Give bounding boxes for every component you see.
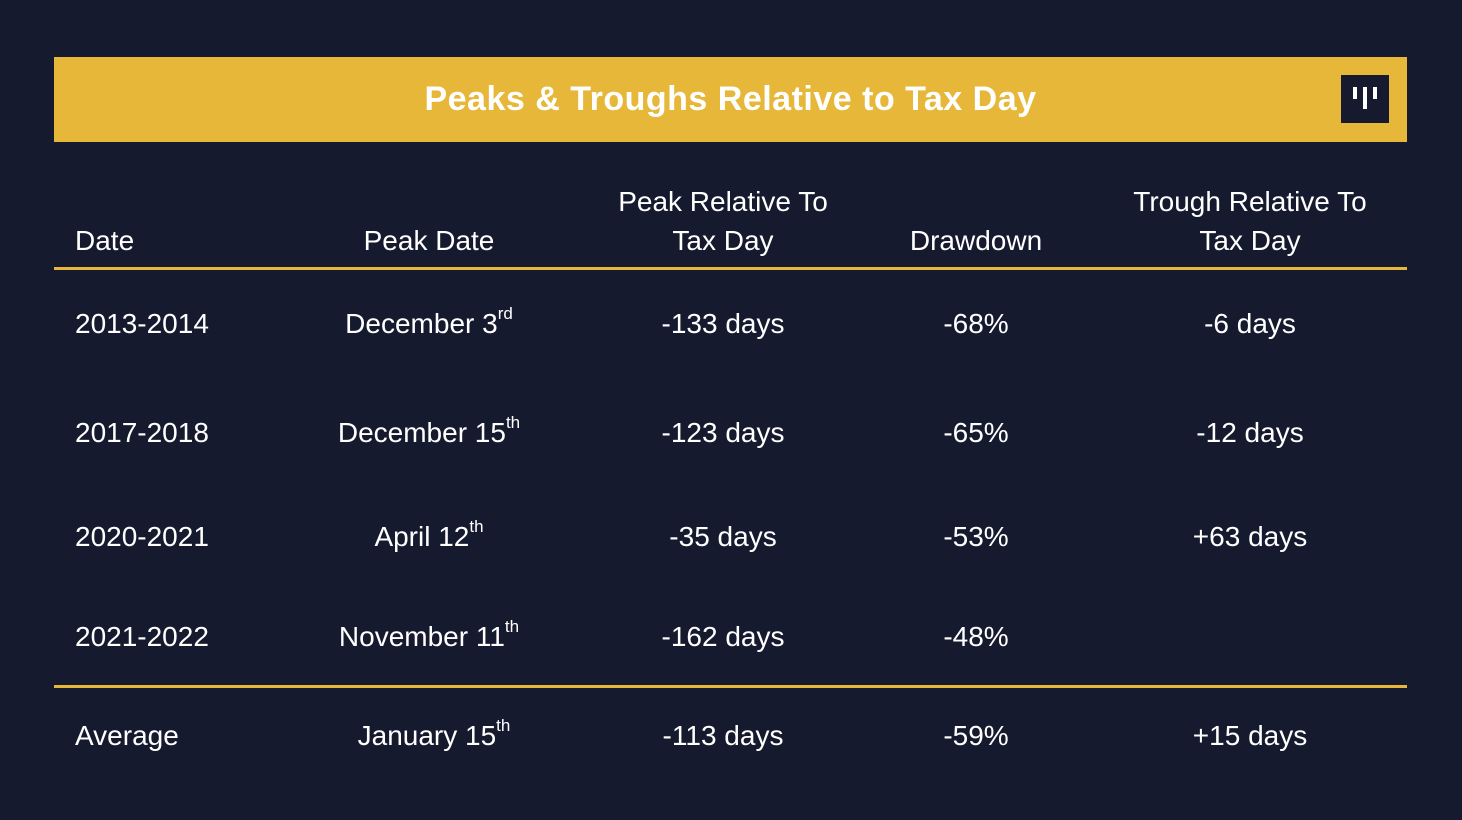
peak-date-suffix: th xyxy=(469,517,484,536)
pantera-bars-icon xyxy=(1341,75,1389,123)
average-peak-date: January 15th xyxy=(357,716,511,752)
row-trough-relative: -12 days xyxy=(1196,417,1304,448)
header-trough-relative: Trough Relative To Tax Day xyxy=(1133,182,1366,260)
peak-date-suffix: th xyxy=(496,716,511,735)
peak-date-text: December 15 xyxy=(337,417,506,448)
row-peak-date: April 12th xyxy=(374,517,483,553)
peak-date-text: December 3 xyxy=(345,308,498,339)
peak-date-text: April 12 xyxy=(374,521,470,552)
row-date: 2021-2022 xyxy=(75,621,209,652)
header-trough-relative-line1: Trough Relative To xyxy=(1133,186,1367,217)
peak-date-text: November 11 xyxy=(338,621,505,652)
header-date: Date xyxy=(75,225,135,256)
average-label: Average xyxy=(75,720,179,751)
row-trough-relative: +63 days xyxy=(1192,521,1308,552)
title-banner: Peaks & Troughs Relative to Tax Day xyxy=(54,57,1407,142)
average-trough-relative: +15 days xyxy=(1192,720,1308,751)
header-peak-relative-line2: Tax Day xyxy=(672,225,774,256)
row-peak-date: December 3rd xyxy=(345,304,513,340)
header-drawdown: Drawdown xyxy=(909,225,1043,256)
peak-date-suffix: th xyxy=(504,617,520,636)
row-drawdown: -65% xyxy=(943,417,1009,448)
row-date: 2020-2021 xyxy=(75,521,209,552)
average-peak-relative: -113 days xyxy=(662,720,784,751)
header-peak-date: Peak Date xyxy=(363,225,495,256)
row-peak-relative: -162 days xyxy=(661,621,785,652)
row-drawdown: -68% xyxy=(943,308,1009,339)
header-peak-relative-line1: Peak Relative To xyxy=(618,186,828,217)
row-drawdown: -53% xyxy=(943,521,1009,552)
row-peak-date: December 15th xyxy=(337,413,520,449)
row-trough-relative: -6 days xyxy=(1204,308,1296,339)
row-peak-relative: -35 days xyxy=(669,521,777,552)
header-divider xyxy=(54,267,1407,270)
header-peak-relative: Peak Relative To Tax Day xyxy=(618,182,828,260)
average-drawdown: -59% xyxy=(943,720,1009,751)
peak-date-suffix: th xyxy=(505,413,521,432)
average-divider xyxy=(54,685,1407,688)
row-peak-relative: -123 days xyxy=(661,417,785,448)
row-peak-date: November 11th xyxy=(338,617,519,653)
page-title: Peaks & Troughs Relative to Tax Day xyxy=(424,80,1037,118)
peak-date-text: January 15 xyxy=(357,720,497,751)
header-trough-relative-line2: Tax Day xyxy=(1199,225,1301,256)
peak-date-suffix: rd xyxy=(497,304,513,323)
row-drawdown: -48% xyxy=(943,621,1009,652)
row-date: 2017-2018 xyxy=(75,417,209,448)
row-peak-relative: -133 days xyxy=(661,308,785,339)
row-date: 2013-2014 xyxy=(75,308,209,339)
